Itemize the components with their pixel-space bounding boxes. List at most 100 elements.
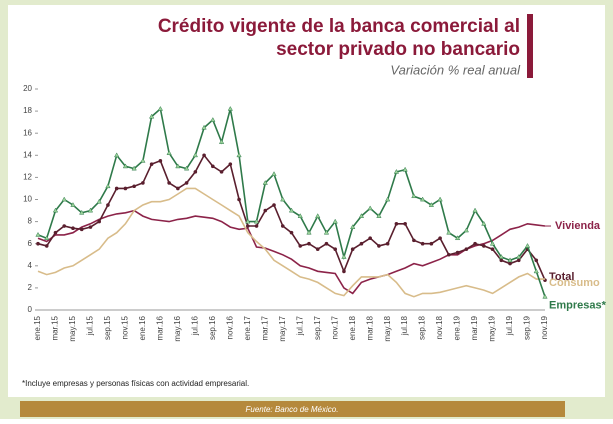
point [394,222,399,226]
point [307,241,311,246]
source-bar [20,401,565,417]
point [437,196,443,202]
point [253,218,260,224]
x-tick-label: sep.16 [208,315,217,340]
series-label: Consumo [549,277,600,289]
point [323,229,330,235]
y-tick-label: 20 [23,84,32,93]
y-tick-label: 6 [28,239,33,248]
point [315,213,321,218]
series-line [37,209,546,295]
x-tick-label: jul.17 [295,315,304,336]
point [157,105,164,111]
point [464,247,469,252]
footnote: *Incluye empresas y personas físicas con… [22,379,249,388]
series-line [37,187,545,298]
point [175,163,181,169]
point [158,159,163,163]
point [508,261,512,266]
point [123,186,128,191]
point [141,181,145,185]
point [211,164,215,169]
point [499,258,504,263]
y-tick-label: 8 [28,217,33,226]
point [367,205,373,211]
point [193,170,198,174]
point [218,139,225,144]
point [71,226,75,231]
point [149,113,155,119]
x-tick-label: mar.18 [365,315,374,340]
point [184,181,189,185]
point [490,247,495,252]
point [428,202,434,207]
point [298,244,303,248]
point [132,184,136,189]
point [219,170,224,174]
point [420,241,425,246]
chart-title: sector privado no bancario [276,39,520,60]
point [202,153,206,158]
y-tick-label: 4 [28,261,33,270]
point [324,241,329,246]
series-label: Empresas* [549,300,607,312]
point [368,236,372,240]
point [236,152,242,158]
point [533,268,539,274]
x-tick-label: nov.18 [435,315,444,339]
point [79,227,84,232]
point [438,236,442,240]
point [542,293,548,299]
point [176,186,180,191]
point [105,183,111,189]
point [52,207,59,213]
y-tick-label: 10 [23,195,32,204]
point [280,196,286,202]
x-tick-label: may.16 [173,315,182,341]
point [524,242,531,248]
point [114,186,119,191]
point [481,220,487,226]
point [140,157,146,163]
point [167,181,171,185]
x-tick-label: mar.19 [470,315,479,340]
point [79,209,85,215]
point [358,213,365,218]
point [507,257,513,263]
x-tick-label: may.19 [488,315,497,341]
point [96,198,102,204]
x-tick-label: sep.19 [523,315,532,340]
point [192,152,198,158]
point [53,230,58,235]
point [166,150,172,155]
point [62,224,67,228]
point [359,241,364,246]
point [454,235,461,241]
point [254,224,259,228]
point [183,165,190,171]
point [35,231,41,237]
chart-title: Crédito vigente de la banca comercial al [158,16,520,37]
point [385,196,391,202]
y-tick-label: 12 [23,173,32,182]
point [498,254,504,259]
x-tick-label: jul.18 [400,315,409,336]
point [376,213,382,218]
x-tick-label: may.17 [278,315,287,341]
point [411,193,417,199]
point [297,213,303,218]
point [106,203,110,207]
y-tick-label: 0 [28,305,33,314]
point [315,247,320,252]
point [245,224,250,228]
point [122,163,129,169]
point [482,244,486,248]
point [131,165,137,171]
point [280,224,285,228]
point [97,219,101,224]
x-tick-label: jul.15 [86,315,95,336]
source: Fuente: Banco de México. [246,405,339,414]
title-bar [527,14,533,78]
point [350,247,355,252]
point [402,166,408,172]
